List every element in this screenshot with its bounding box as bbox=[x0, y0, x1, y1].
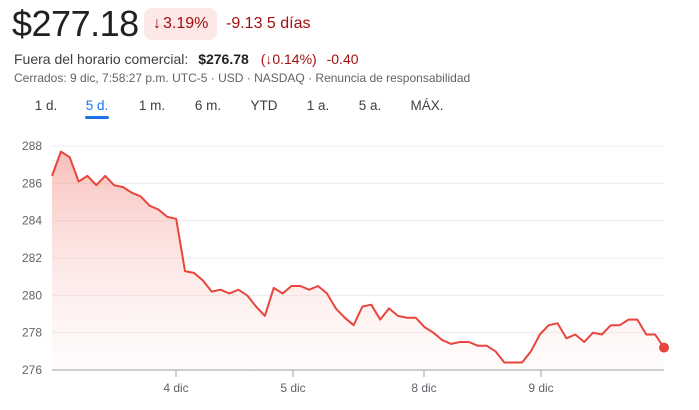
y-tick-label: 284 bbox=[22, 214, 42, 228]
after-hours-row: Fuera del horario comercial: $276.78 (↓0… bbox=[14, 50, 359, 68]
stock-price: $277.18 bbox=[12, 3, 139, 44]
tab-1m[interactable]: 1 m. bbox=[138, 98, 166, 113]
tab-1d[interactable]: 1 d. bbox=[34, 98, 58, 113]
change-absolute-period: -9.13 5 días bbox=[226, 15, 311, 32]
y-tick-label: 288 bbox=[22, 139, 42, 153]
change-percent: 3.19% bbox=[163, 15, 209, 32]
after-hours-label: Fuera del horario comercial: bbox=[14, 51, 189, 67]
arrow-down-icon: ↓ bbox=[153, 15, 161, 32]
last-price-dot bbox=[659, 342, 669, 353]
market-meta[interactable]: Cerrados: 9 dic, 7:58:27 p.m. UTC-5 · US… bbox=[14, 71, 471, 85]
tab-ytd[interactable]: YTD bbox=[250, 98, 278, 113]
x-axis-ticks: 4 dic 5 dic 8 dic 9 dic bbox=[163, 370, 554, 395]
price-area bbox=[52, 151, 664, 370]
after-hours-percent: (↓0.14%) bbox=[260, 51, 317, 67]
tab-5y[interactable]: 5 a. bbox=[358, 98, 382, 113]
y-tick-label: 286 bbox=[22, 176, 42, 190]
x-tick-label: 4 dic bbox=[163, 381, 188, 395]
after-hours-price: $276.78 bbox=[198, 51, 249, 67]
tab-1y[interactable]: 1 a. bbox=[306, 98, 330, 113]
x-tick-label: 8 dic bbox=[411, 381, 436, 395]
tab-5d[interactable]: 5 d. bbox=[85, 96, 109, 119]
range-tabs: 1 d. 5 d. 1 m. 6 m. YTD 1 a. 5 a. MÁX. bbox=[14, 96, 447, 119]
y-tick-label: 280 bbox=[22, 288, 42, 302]
y-tick-label: 282 bbox=[22, 251, 42, 265]
y-tick-label: 276 bbox=[22, 363, 42, 377]
tab-6m[interactable]: 6 m. bbox=[194, 98, 222, 113]
x-tick-label: 5 dic bbox=[280, 381, 305, 395]
after-hours-change: -0.40 bbox=[326, 51, 359, 67]
y-tick-label: 278 bbox=[22, 326, 42, 340]
price-line bbox=[51, 150, 665, 364]
change-percent-badge: ↓ 3.19% bbox=[144, 8, 218, 40]
tab-max[interactable]: MÁX. bbox=[410, 98, 444, 113]
y-axis-labels: 276 278 280 282 284 286 288 bbox=[22, 139, 42, 377]
x-tick-label: 9 dic bbox=[528, 381, 553, 395]
